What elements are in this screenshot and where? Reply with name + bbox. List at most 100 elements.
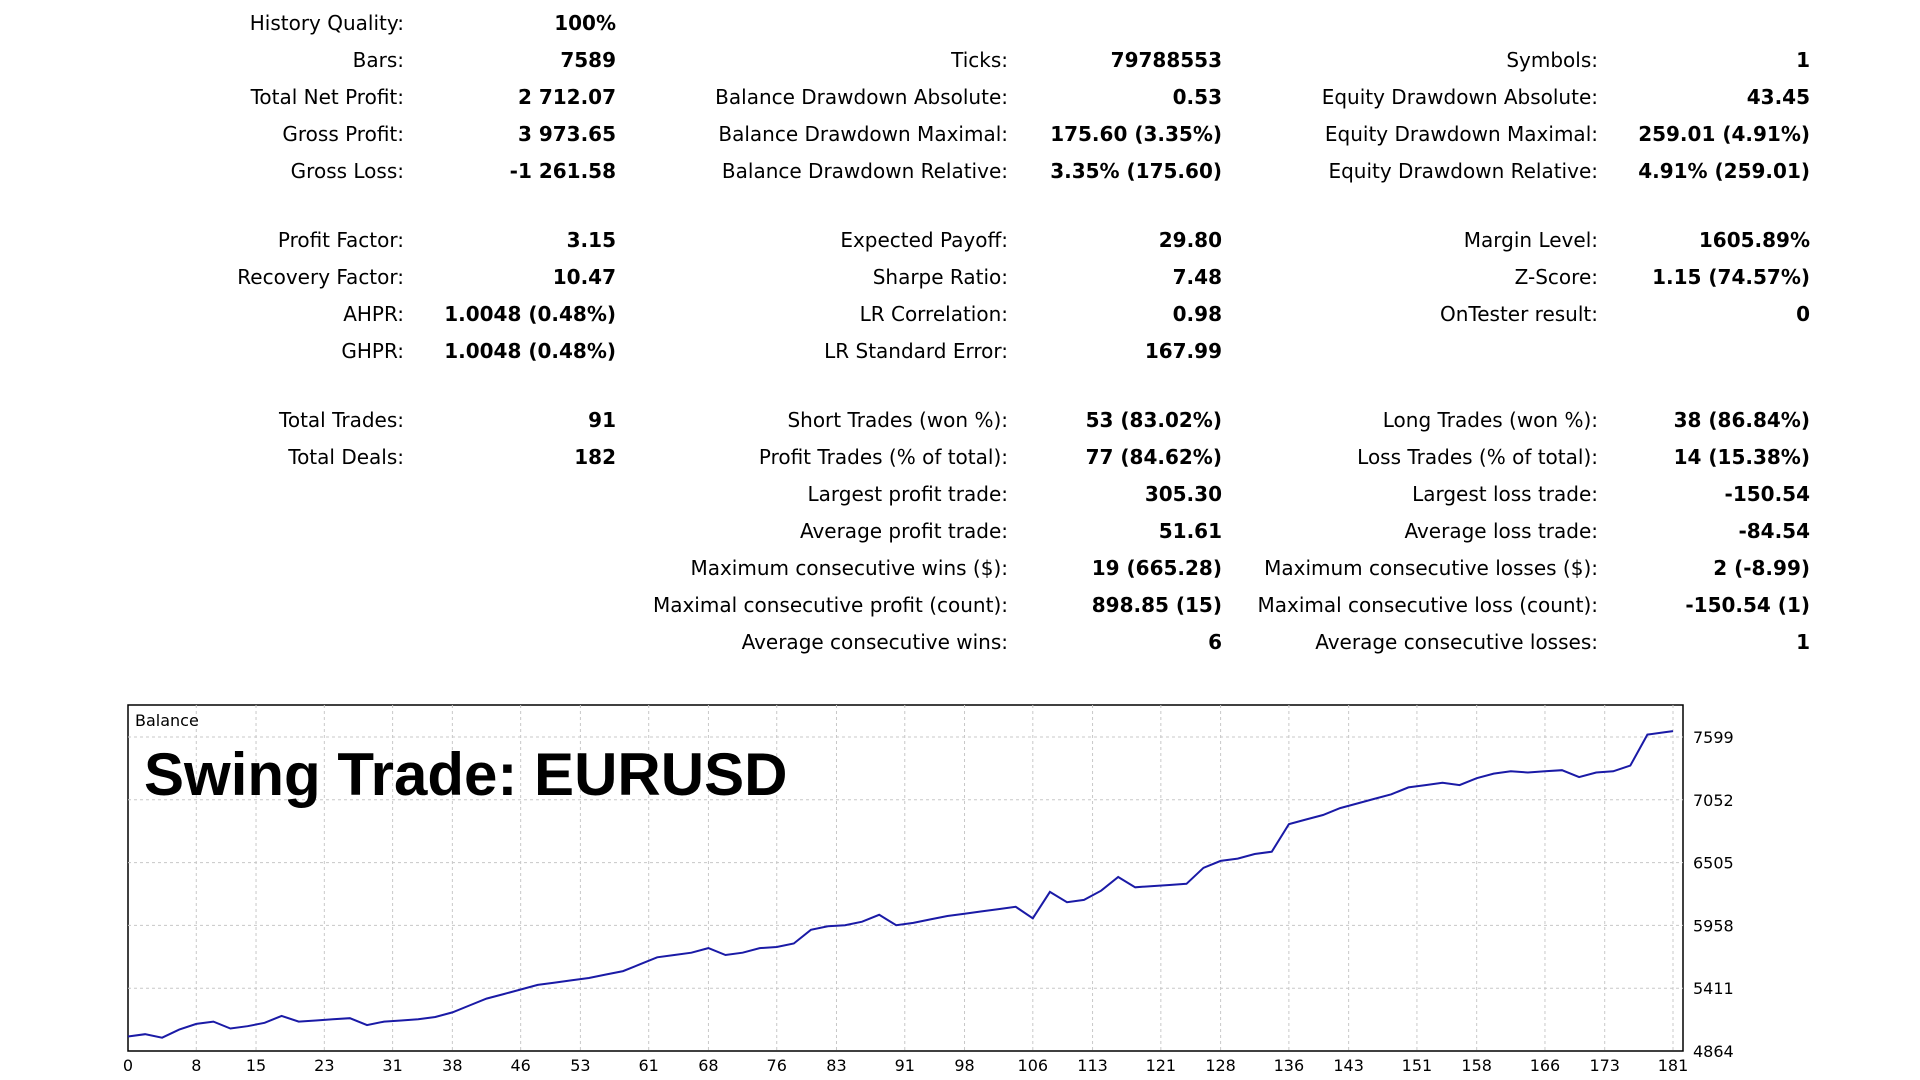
stat-label: Largest loss trade: bbox=[1412, 482, 1598, 506]
stat-value: 1.0048 (0.48%) bbox=[444, 302, 616, 326]
stat-value: 3.15 bbox=[566, 228, 616, 252]
stat-value: 0.53 bbox=[1172, 85, 1222, 109]
stat-value: -150.54 (1) bbox=[1685, 593, 1810, 617]
stat-value: 3 973.65 bbox=[517, 122, 616, 146]
balance-series-line bbox=[127, 730, 1674, 1039]
stat-label: Total Trades: bbox=[279, 408, 404, 432]
stat-value: -1 261.58 bbox=[509, 159, 616, 183]
stat-value: -150.54 bbox=[1724, 482, 1810, 506]
strategy-report-summary: History Quality: 100% Bars: 7589 Ticks: 79788… bbox=[237, 11, 1810, 654]
stat-label: Margin Level: bbox=[1463, 228, 1598, 252]
x-tick-label: 53 bbox=[570, 1056, 590, 1075]
stat-label: Average consecutive wins: bbox=[741, 630, 1008, 654]
stat-label: Average loss trade: bbox=[1404, 519, 1598, 543]
stat-label: Balance Drawdown Relative: bbox=[721, 159, 1008, 183]
stat-value: 1 bbox=[1796, 630, 1810, 654]
x-tick-label: 173 bbox=[1589, 1056, 1620, 1075]
x-tick-label: 23 bbox=[314, 1056, 334, 1075]
chart-label: Balance bbox=[135, 711, 199, 730]
stat-value: 7.48 bbox=[1172, 265, 1222, 289]
stat-label: Balance Drawdown Maximal: bbox=[718, 122, 1008, 146]
stat-value: 79788553 bbox=[1110, 48, 1222, 72]
stat-value: 7589 bbox=[560, 48, 616, 72]
stat-value: 77 (84.62%) bbox=[1085, 445, 1222, 469]
chart-frame bbox=[127, 704, 1684, 1052]
stat-value: 100% bbox=[554, 11, 616, 35]
x-tick-label: 128 bbox=[1205, 1056, 1236, 1075]
x-tick-label: 136 bbox=[1274, 1056, 1305, 1075]
x-tick-label: 15 bbox=[246, 1056, 266, 1075]
stat-label: LR Standard Error: bbox=[824, 339, 1008, 363]
x-tick-label: 158 bbox=[1461, 1056, 1492, 1075]
x-tick-label: 143 bbox=[1333, 1056, 1364, 1075]
stat-value: 182 bbox=[574, 445, 616, 469]
y-tick-label: 7599 bbox=[1693, 728, 1734, 747]
x-tick-label: 151 bbox=[1402, 1056, 1433, 1075]
stat-value: 305.30 bbox=[1144, 482, 1222, 506]
stat-label: Largest profit trade: bbox=[807, 482, 1008, 506]
x-tick-label: 0 bbox=[123, 1056, 133, 1075]
stat-label: Maximal consecutive loss (count): bbox=[1257, 593, 1598, 617]
x-tick-label: 68 bbox=[698, 1056, 718, 1075]
stat-value: 38 (86.84%) bbox=[1673, 408, 1810, 432]
stat-value: 6 bbox=[1208, 630, 1222, 654]
stat-value: 91 bbox=[588, 408, 616, 432]
stat-label: Maximum consecutive losses ($): bbox=[1264, 556, 1598, 580]
stat-value: 14 (15.38%) bbox=[1673, 445, 1810, 469]
y-tick-label: 6505 bbox=[1693, 854, 1734, 873]
x-tick-label: 76 bbox=[767, 1056, 787, 1075]
stat-value: 175.60 (3.35%) bbox=[1050, 122, 1222, 146]
stat-value: 259.01 (4.91%) bbox=[1638, 122, 1810, 146]
balance-chart-svg: 0 8 15 23 31 38 46 53 61 68 76 83 91 98 106 113 121 128 13… bbox=[123, 704, 1734, 1075]
stat-label: Symbols: bbox=[1506, 48, 1598, 72]
stat-value: 1605.89% bbox=[1698, 228, 1810, 252]
x-tick-label: 31 bbox=[382, 1056, 402, 1075]
x-tick-label: 91 bbox=[895, 1056, 915, 1075]
chart-overlay-title: Swing Trade: EURUSD bbox=[144, 741, 787, 808]
stat-label: Equity Drawdown Maximal: bbox=[1324, 122, 1598, 146]
stat-label: Z-Score: bbox=[1514, 265, 1598, 289]
y-tick-label: 4864 bbox=[1693, 1042, 1734, 1061]
x-tick-label: 83 bbox=[826, 1056, 846, 1075]
stat-label: Gross Loss: bbox=[290, 159, 404, 183]
x-tick-label: 113 bbox=[1077, 1056, 1108, 1075]
stat-value: 29.80 bbox=[1158, 228, 1222, 252]
stat-value: 1 bbox=[1796, 48, 1810, 72]
y-tick-label: 5411 bbox=[1693, 979, 1734, 998]
stat-label: Equity Drawdown Relative: bbox=[1328, 159, 1598, 183]
stat-value: 3.35% (175.60) bbox=[1050, 159, 1222, 183]
x-tick-label: 61 bbox=[639, 1056, 659, 1075]
stat-value: 43.45 bbox=[1746, 85, 1810, 109]
x-tick-label: 121 bbox=[1146, 1056, 1177, 1075]
x-tick-label: 106 bbox=[1018, 1056, 1049, 1075]
stat-label: AHPR: bbox=[343, 302, 404, 326]
stat-label: Profit Trades (% of total): bbox=[758, 445, 1008, 469]
stat-label: Expected Payoff: bbox=[840, 228, 1008, 252]
stat-value: 1.0048 (0.48%) bbox=[444, 339, 616, 363]
stat-label: Profit Factor: bbox=[277, 228, 404, 252]
stat-label: History Quality: bbox=[249, 11, 404, 35]
stat-value: 53 (83.02%) bbox=[1085, 408, 1222, 432]
stat-label: Loss Trades (% of total): bbox=[1357, 445, 1598, 469]
stat-value: 167.99 bbox=[1144, 339, 1222, 363]
x-tick-label: 38 bbox=[442, 1056, 462, 1075]
stat-label: Ticks: bbox=[951, 48, 1008, 72]
stat-label: Long Trades (won %): bbox=[1382, 408, 1598, 432]
stat-value: 51.61 bbox=[1158, 519, 1222, 543]
stat-value: 19 (665.28) bbox=[1091, 556, 1222, 580]
stat-label: Bars: bbox=[352, 48, 404, 72]
stat-label: LR Correlation: bbox=[859, 302, 1008, 326]
stat-label: Sharpe Ratio: bbox=[872, 265, 1008, 289]
stat-value: 2 (-8.99) bbox=[1713, 556, 1810, 580]
x-tick-label: 46 bbox=[510, 1056, 530, 1075]
stat-label: Average profit trade: bbox=[799, 519, 1008, 543]
stat-label: Recovery Factor: bbox=[237, 265, 404, 289]
y-tick-label: 7052 bbox=[1693, 791, 1734, 810]
stat-value: 898.85 (15) bbox=[1091, 593, 1222, 617]
stat-label: Equity Drawdown Absolute: bbox=[1321, 85, 1598, 109]
stat-label: Maximum consecutive wins ($): bbox=[690, 556, 1008, 580]
stat-value: 0.98 bbox=[1172, 302, 1222, 326]
stat-value: 1.15 (74.57%) bbox=[1652, 265, 1810, 289]
x-tick-label: 8 bbox=[191, 1056, 201, 1075]
stat-value: 2 712.07 bbox=[517, 85, 616, 109]
